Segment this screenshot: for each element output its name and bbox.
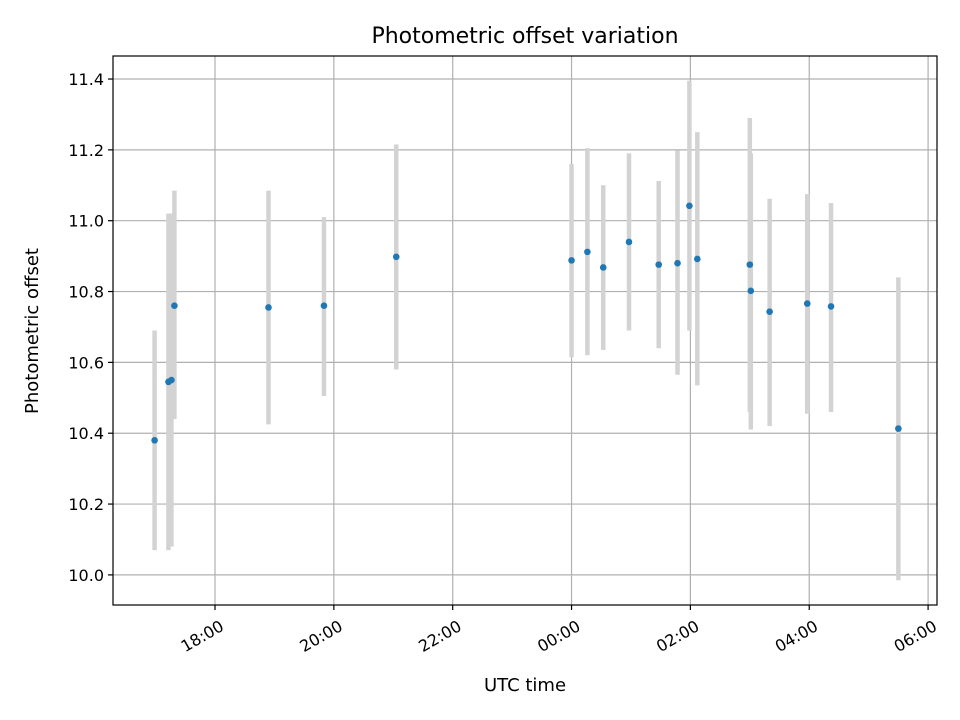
y-tick-label: 11.2: [68, 141, 104, 160]
x-tick-label: 00:00: [534, 616, 583, 656]
data-point: [827, 303, 835, 310]
error-bars: [152, 80, 901, 581]
data-point: [803, 300, 811, 307]
grid-lines: [113, 56, 937, 605]
data-points: [151, 202, 902, 444]
x-tick-label: 22:00: [415, 616, 464, 656]
y-tick-label: 10.0: [68, 566, 104, 585]
data-point: [599, 264, 607, 271]
y-axis-ticks: 10.0 10.2 10.4 10.6 10.8 11.0 11.2 11.4: [68, 70, 113, 585]
data-point: [686, 202, 693, 210]
x-tick-label: 20:00: [296, 616, 345, 656]
y-tick-label: 10.4: [68, 424, 104, 443]
data-point: [895, 425, 902, 432]
y-axis-label: Photometric offset: [22, 248, 43, 414]
chart-title: Photometric offset variation: [371, 24, 678, 49]
data-point: [747, 287, 755, 295]
y-tick-label: 10.6: [68, 353, 104, 372]
x-tick-label: 04:00: [772, 616, 821, 656]
x-tick-label: 18:00: [178, 616, 227, 656]
y-tick-label: 11.4: [68, 70, 104, 89]
x-axis-ticks: 18:00 20:00 22:00 00:00 02:00 04:00 06:00: [178, 605, 940, 656]
data-point: [568, 257, 575, 264]
x-tick-label: 02:00: [653, 616, 702, 656]
data-point: [584, 248, 591, 256]
y-tick-label: 10.2: [68, 495, 104, 514]
data-point: [151, 437, 158, 444]
data-point: [746, 261, 754, 268]
y-tick-label: 11.0: [68, 212, 104, 231]
data-point: [694, 255, 701, 263]
x-axis-label: UTC time: [484, 675, 566, 696]
data-point: [171, 302, 178, 310]
plot-frame: [112, 55, 938, 606]
data-point: [265, 304, 272, 311]
data-point: [674, 259, 681, 267]
data-point: [625, 238, 633, 246]
x-tick-label: 06:00: [891, 616, 940, 656]
data-point: [655, 261, 663, 268]
data-point: [168, 376, 175, 384]
data-point: [320, 302, 328, 310]
y-tick-label: 10.8: [68, 283, 104, 302]
data-point: [766, 308, 773, 316]
data-point: [392, 253, 400, 261]
